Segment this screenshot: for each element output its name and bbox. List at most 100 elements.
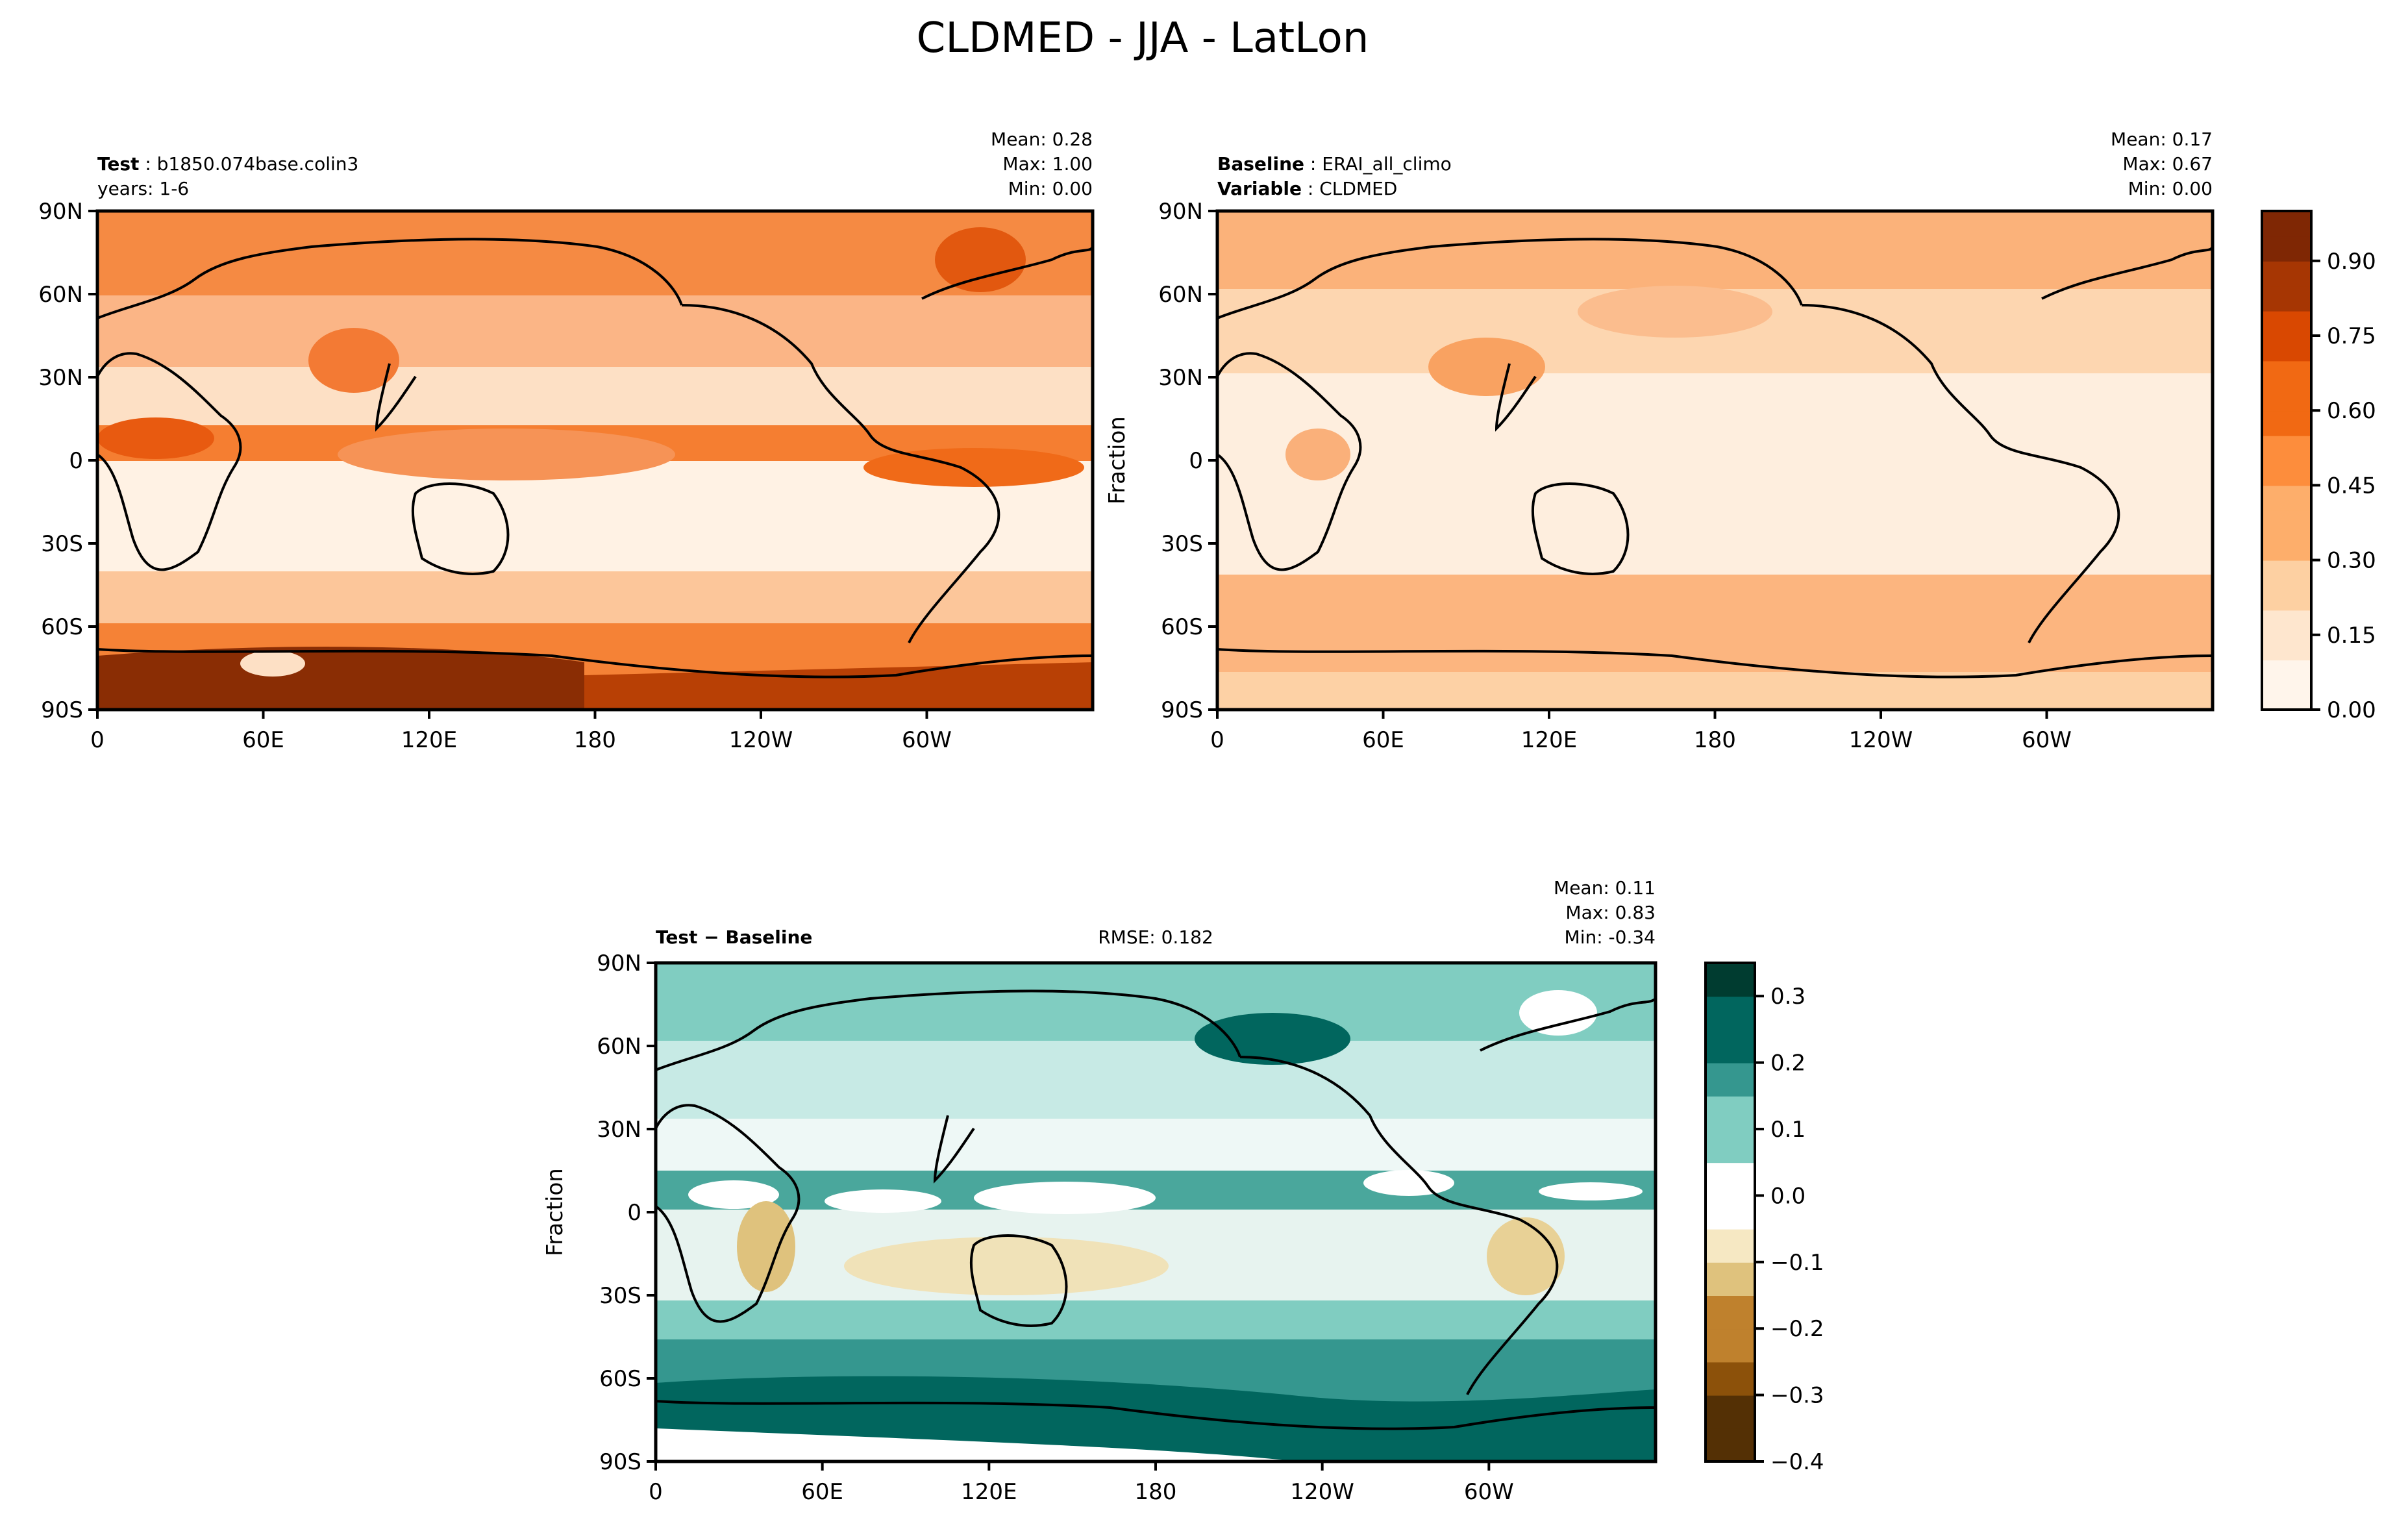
diff-mean: Mean: 0.11: [1554, 877, 1656, 899]
y-tick-label: 90S: [41, 697, 83, 723]
test-label-text: b1850.074base.colin3: [157, 153, 359, 175]
colorbar-tick-label: 0.3: [1770, 984, 1806, 1010]
x-tick-label: 180: [1694, 727, 1736, 753]
x-tick-label: 0: [1210, 727, 1224, 753]
x-tick-label: 60E: [801, 1479, 843, 1505]
colorbar-tick-label: 0.60: [2327, 398, 2376, 424]
baseline-mean: Mean: 0.17: [2111, 129, 2213, 150]
colorbar-band: [1706, 1129, 1755, 1163]
colorbar-band: [1706, 1262, 1755, 1296]
variable-label-text: CLDMED: [1319, 178, 1397, 199]
x-tick-label: 60W: [2022, 727, 2072, 753]
colorbar-band: [2262, 610, 2311, 636]
colorbar-band: [2262, 535, 2311, 561]
x-tick-label: 120W: [729, 727, 793, 753]
test-map: [97, 211, 1093, 710]
y-tick-label: 0: [1189, 448, 1203, 474]
colorbar-band: [2262, 684, 2311, 710]
y-tick-label: 30N: [38, 365, 83, 391]
test-max: Max: 1.00: [1002, 153, 1093, 175]
colorbar-band: [2262, 485, 2311, 511]
colorbar-band: [1706, 1162, 1755, 1197]
diff-colorbar-bands: [1706, 963, 1755, 1462]
baseline-ylabel: Fraction: [1104, 416, 1130, 504]
colorbar-band: [2262, 435, 2311, 461]
variable-label-bold: Variable: [1217, 178, 1302, 199]
colorbar-tick-label: 0.00: [2327, 697, 2376, 723]
colorbar-band: [1706, 996, 1755, 1030]
colorbar-band: [1706, 1395, 1755, 1429]
diff-x-ticks: 0 60E 120E 180 120W 60W: [649, 1461, 1514, 1505]
x-tick-label: 120E: [961, 1479, 1017, 1505]
y-tick-label: 0: [69, 448, 83, 474]
baseline-map: [1217, 211, 2213, 710]
y-tick-label: 30S: [1161, 531, 1203, 557]
colorbar-band: [1706, 963, 1755, 997]
colorbar-band: [1706, 1361, 1755, 1396]
diff-map: [656, 963, 1656, 1461]
colorbar-tick-label: 0.75: [2327, 323, 2376, 349]
figure-title: CLDMED - JJA - LatLon: [917, 14, 1369, 62]
x-tick-label: 180: [1135, 1479, 1177, 1505]
colorbar-tick-label: −0.4: [1770, 1449, 1824, 1475]
baseline-panel: Baseline : ERAI_all_climo Variable : CLD…: [1104, 129, 2215, 753]
orange-colorbar-ticks: 0.00 0.15 0.30 0.45 0.60 0.75 0.90: [2311, 249, 2376, 723]
orange-colorbar: 0.00 0.15 0.30 0.45 0.60 0.75 0.90: [2261, 210, 2376, 723]
y-tick-label: 90N: [1158, 199, 1203, 225]
colorbar-band: [2262, 560, 2311, 586]
colorbar-tick-label: 0.15: [2327, 623, 2376, 649]
test-mean: Mean: 0.28: [991, 129, 1093, 150]
x-tick-label: 0: [90, 727, 105, 753]
colorbar-band: [2262, 286, 2311, 312]
colorbar-band: [1706, 1062, 1755, 1097]
diff-colorbar-frame: [1704, 962, 1756, 1463]
orange-colorbar-bands: [2262, 211, 2311, 710]
colorbar-band: [1706, 1295, 1755, 1330]
colorbar-band: [2262, 460, 2311, 486]
y-tick-label: 90N: [597, 951, 641, 976]
diff-colorbar: 0.3 0.2 0.1 0.0 −0.1 −0.2 −0.3 −0.4: [1704, 962, 1824, 1475]
test-y-ticks: 90N 60N 30N 0 30S 60S 90S: [38, 199, 97, 723]
colorbar-band: [2262, 510, 2311, 536]
colorbar-band: [2262, 410, 2311, 436]
colorbar-tick-label: −0.3: [1770, 1383, 1824, 1409]
test-coastlines: [96, 238, 1094, 678]
colorbar-band: [1706, 1428, 1755, 1462]
y-tick-label: 60S: [599, 1366, 641, 1392]
diff-panel: Test − Baseline RMSE: 0.182 Mean: 0.11 M…: [542, 877, 1657, 1505]
test-x-ticks: 0 60E 120E 180 120W 60W: [90, 710, 952, 753]
y-tick-label: 60N: [38, 282, 83, 308]
x-tick-label: 120W: [1849, 727, 1913, 753]
y-tick-label: 30S: [599, 1283, 641, 1309]
colorbar-band: [1706, 1195, 1755, 1230]
diff-ylabel: Fraction: [542, 1168, 568, 1256]
test-panel: Test : b1850.074base.colin3 years: 1-6 M…: [38, 129, 1095, 753]
y-tick-label: 30S: [41, 531, 83, 557]
colorbar-band: [2262, 634, 2311, 661]
y-tick-label: 90S: [1161, 697, 1203, 723]
colorbar-band: [1706, 1029, 1755, 1063]
baseline-max: Max: 0.67: [2122, 153, 2213, 175]
colorbar-band: [2262, 585, 2311, 611]
baseline-y-ticks: 90N 60N 30N 0 30S 60S 90S: [1158, 199, 1217, 723]
x-tick-label: 120E: [401, 727, 457, 753]
colorbar-tick-label: 0.0: [1770, 1183, 1806, 1209]
colorbar-band: [2262, 336, 2311, 362]
x-tick-label: 0: [649, 1479, 663, 1505]
test-min: Min: 0.00: [1008, 178, 1093, 199]
colorbar-tick-label: −0.2: [1770, 1316, 1824, 1342]
orange-colorbar-frame: [2261, 210, 2313, 711]
x-tick-label: 60W: [1464, 1479, 1514, 1505]
y-tick-label: 30N: [597, 1117, 641, 1143]
colorbar-band: [2262, 211, 2311, 237]
colorbar-tick-label: 0.45: [2327, 473, 2376, 499]
colorbar-tick-label: −0.1: [1770, 1250, 1824, 1276]
y-tick-label: 90N: [38, 199, 83, 225]
diff-coastlines: [654, 989, 1657, 1430]
colorbar-band: [1706, 1228, 1755, 1263]
baseline-variable: Variable : CLDMED: [1217, 178, 1397, 199]
test-label-bold: Test: [97, 153, 139, 175]
colorbar-tick-label: 0.1: [1770, 1117, 1806, 1143]
colorbar-band: [1706, 1328, 1755, 1363]
